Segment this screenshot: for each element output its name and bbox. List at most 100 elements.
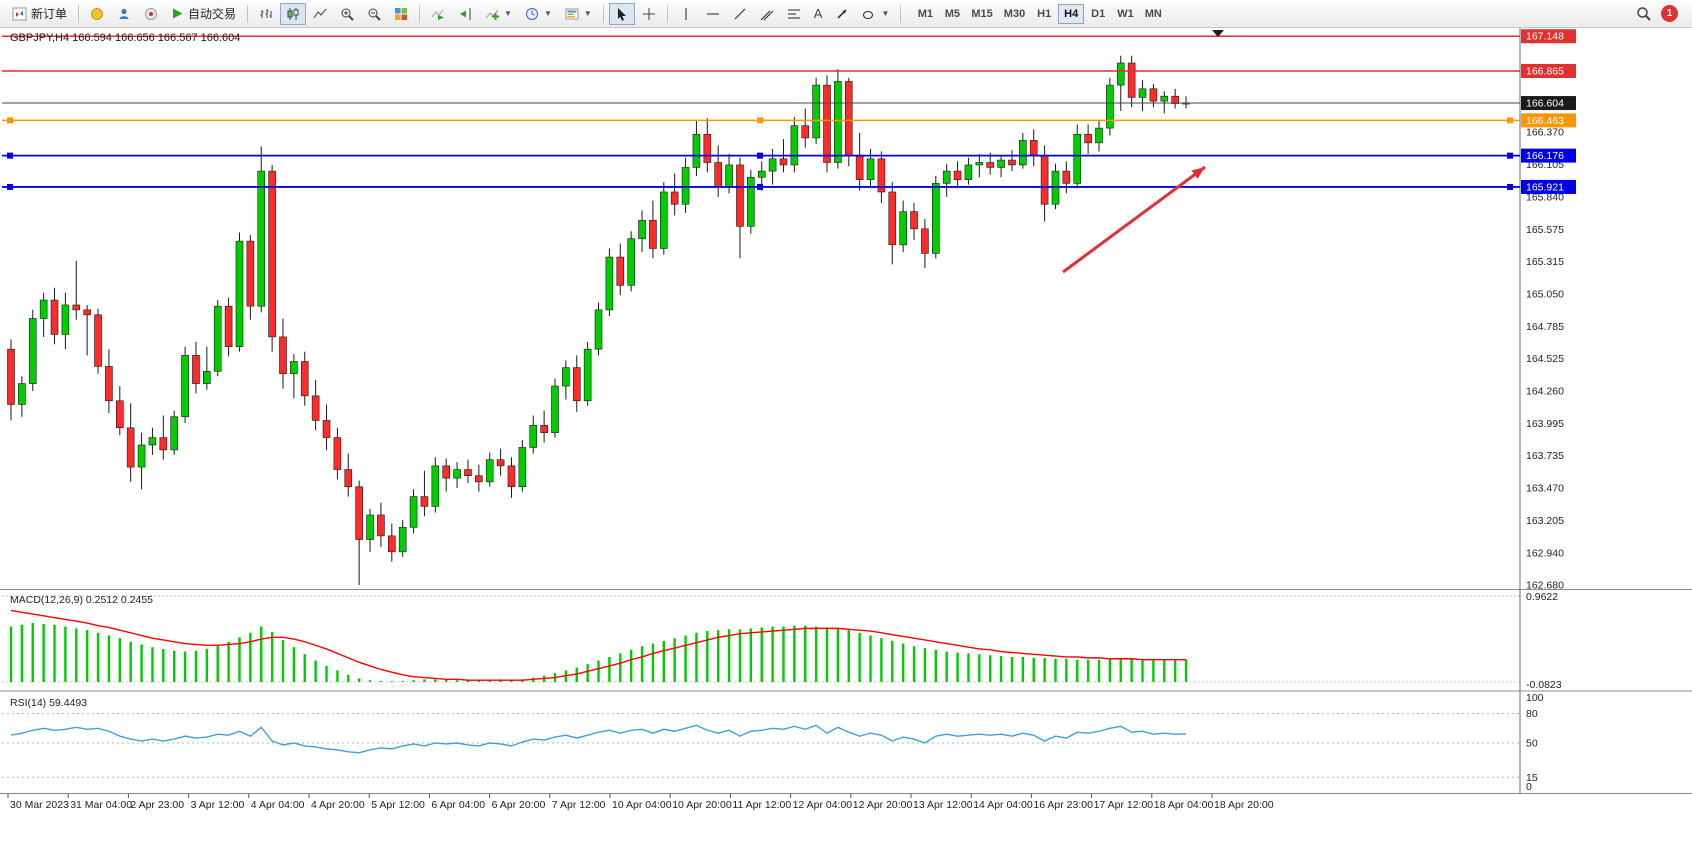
arrows-tool-button[interactable] bbox=[829, 3, 855, 25]
chart-shift-icon bbox=[460, 7, 472, 20]
candlestick-type-button[interactable] bbox=[280, 2, 307, 25]
price-tick-label: 165.840 bbox=[1526, 191, 1564, 203]
cursor-tool-button[interactable] bbox=[608, 2, 635, 25]
chart-area[interactable]: GBPJPY,H4 166.594 166.656 166.567 166.60… bbox=[0, 28, 1692, 851]
templates-button[interactable]: ▼ bbox=[559, 3, 598, 25]
new-order-button[interactable]: 新订单 bbox=[6, 3, 73, 25]
notification-badge[interactable]: 1 bbox=[1661, 5, 1678, 22]
timeframe-H1[interactable]: H1 bbox=[1031, 4, 1057, 24]
candle-body bbox=[83, 309, 91, 316]
rsi-line bbox=[10, 724, 1187, 754]
autotrading-button[interactable]: 自动交易 bbox=[165, 3, 242, 25]
auto-scroll-button[interactable] bbox=[425, 3, 451, 25]
deposit-button[interactable] bbox=[84, 3, 110, 25]
crosshair-tool-button[interactable] bbox=[636, 3, 662, 25]
price-tick-label: 164.525 bbox=[1526, 353, 1564, 365]
candle-body bbox=[747, 176, 755, 227]
timeframe-M5[interactable]: M5 bbox=[939, 4, 965, 24]
candle-body bbox=[94, 314, 102, 367]
timeframe-W1[interactable]: W1 bbox=[1112, 4, 1139, 24]
candle-body bbox=[942, 170, 951, 184]
price-badge-label: 166.604 bbox=[1526, 98, 1564, 110]
support-button[interactable] bbox=[138, 3, 164, 25]
price-badge bbox=[1521, 96, 1576, 111]
candle-body bbox=[1116, 62, 1125, 86]
candle-body bbox=[235, 240, 244, 348]
timeframe-M1[interactable]: M1 bbox=[912, 4, 938, 24]
candle-body bbox=[1149, 88, 1158, 102]
candle-body bbox=[464, 469, 472, 476]
bar-chart-type-button[interactable] bbox=[253, 3, 279, 25]
channel-tool-button[interactable] bbox=[754, 3, 780, 25]
line-handle[interactable] bbox=[7, 183, 13, 190]
rsi-scale-label: 50 bbox=[1526, 738, 1538, 750]
horizontal-line-tool-button[interactable] bbox=[700, 3, 726, 25]
candle-body bbox=[921, 228, 929, 254]
timeframe-MN[interactable]: MN bbox=[1140, 4, 1167, 24]
candle-body bbox=[28, 318, 37, 384]
new-order-label: 新订单 bbox=[31, 7, 68, 21]
trend-arrow[interactable] bbox=[1062, 165, 1206, 274]
time-scale[interactable]: 30 Mar 2023 31 Mar 04:002 Apr 23:00 3 Apr … bbox=[7, 793, 1274, 812]
chart-shift-button[interactable] bbox=[452, 3, 478, 25]
candle-body bbox=[638, 219, 646, 239]
line-handle[interactable] bbox=[7, 152, 13, 159]
tile-windows-button[interactable] bbox=[388, 3, 414, 25]
price-badge-label: 166.176 bbox=[1526, 150, 1564, 162]
toolbar-separator bbox=[666, 4, 668, 23]
timeframe-M15[interactable]: M15 bbox=[966, 4, 997, 24]
fibonacci-tool-button[interactable] bbox=[781, 3, 807, 25]
new-order-icon bbox=[12, 7, 27, 20]
line-handle[interactable] bbox=[7, 117, 13, 124]
candle-body bbox=[257, 170, 266, 307]
line-handle[interactable] bbox=[757, 183, 763, 190]
candle-body bbox=[290, 361, 298, 375]
candle-body bbox=[116, 400, 124, 429]
indicators-button[interactable]: ▼ bbox=[479, 3, 518, 25]
toolbar-separator bbox=[602, 4, 604, 23]
timeframe-D1[interactable]: D1 bbox=[1085, 4, 1111, 24]
time-label: 31 Mar 04:00 bbox=[70, 799, 132, 811]
candle-body bbox=[377, 514, 385, 537]
candle-body bbox=[1160, 95, 1169, 102]
candle-body bbox=[355, 486, 363, 540]
candle-body bbox=[812, 84, 820, 139]
candle-body bbox=[246, 240, 255, 307]
line-handle[interactable] bbox=[1507, 183, 1513, 190]
price-tick-label: 166.370 bbox=[1526, 126, 1564, 138]
trendline-tool-button[interactable] bbox=[727, 3, 753, 25]
shapes-tool-button[interactable]: ▼ bbox=[856, 3, 895, 25]
zoom-out-icon bbox=[368, 8, 381, 21]
zoom-in-button[interactable] bbox=[334, 3, 360, 25]
line-handle[interactable] bbox=[757, 152, 763, 159]
macd-scale-min: -0.0823 bbox=[1526, 679, 1562, 691]
toolbar-separator bbox=[900, 4, 902, 23]
price-scale[interactable]: 166.370166.105165.840165.575165.315165.0… bbox=[1521, 29, 1576, 592]
candle-body bbox=[1084, 133, 1092, 144]
timeframe-H4[interactable]: H4 bbox=[1058, 3, 1085, 24]
candle-body bbox=[997, 159, 1005, 168]
vertical-line-tool-button[interactable] bbox=[673, 3, 699, 25]
line-handle[interactable] bbox=[1507, 152, 1513, 159]
price-tick-label: 165.575 bbox=[1526, 224, 1564, 236]
line-handle[interactable] bbox=[1507, 117, 1513, 124]
rsi-panel: RSI(14) 59.4493 100 80 50 150 bbox=[2, 692, 1544, 793]
candlestick-icon bbox=[287, 7, 299, 20]
community-button[interactable] bbox=[111, 3, 137, 25]
text-tool-button[interactable]: A bbox=[808, 3, 829, 25]
search-icon[interactable] bbox=[1636, 6, 1651, 21]
candlesticks bbox=[7, 55, 1190, 586]
periods-button[interactable]: ▼ bbox=[519, 3, 558, 25]
caret-down-icon: ▼ bbox=[583, 9, 592, 18]
timeframe-M30[interactable]: M30 bbox=[999, 4, 1030, 24]
candle-body bbox=[442, 465, 451, 479]
clock-icon bbox=[525, 7, 538, 20]
shift-marker[interactable] bbox=[1212, 30, 1224, 37]
line-handle[interactable] bbox=[757, 117, 763, 124]
time-label: 17 Apr 12:00 bbox=[1094, 799, 1154, 811]
zoom-out-button[interactable] bbox=[361, 3, 387, 25]
price-badge-label: 167.148 bbox=[1526, 31, 1564, 43]
caret-down-icon: ▼ bbox=[543, 9, 552, 18]
line-chart-type-button[interactable] bbox=[307, 3, 333, 25]
candle-body bbox=[148, 437, 157, 446]
